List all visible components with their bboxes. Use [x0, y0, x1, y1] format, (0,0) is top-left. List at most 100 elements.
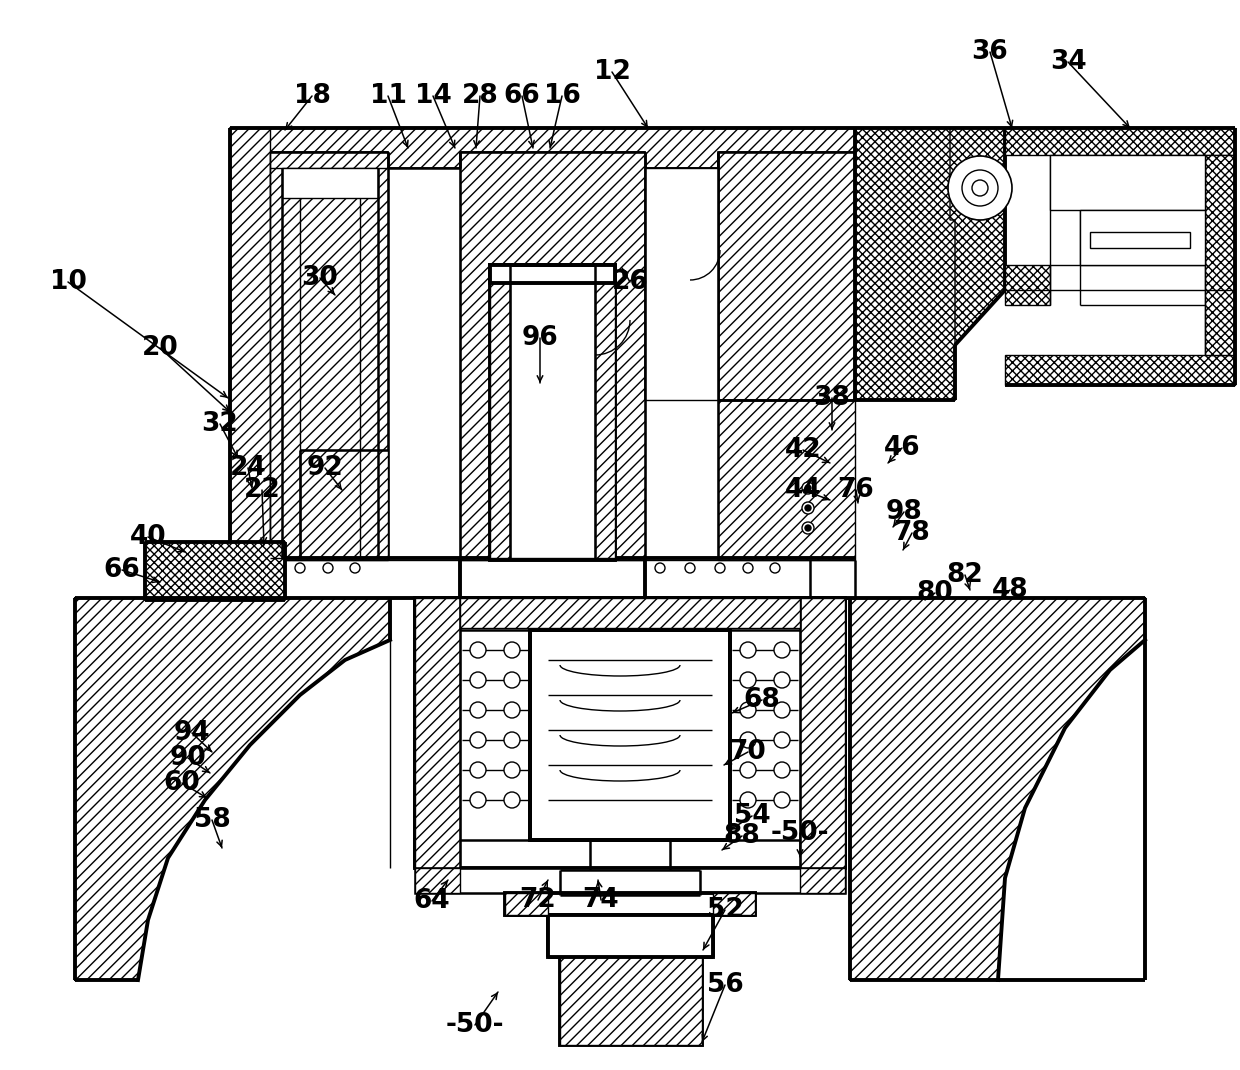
Circle shape	[972, 180, 988, 196]
Circle shape	[774, 702, 790, 718]
Polygon shape	[800, 868, 844, 893]
Circle shape	[503, 762, 520, 778]
Circle shape	[470, 642, 486, 658]
Bar	[645, 168, 718, 400]
Text: 26: 26	[611, 269, 649, 295]
Polygon shape	[950, 128, 1004, 345]
Circle shape	[774, 792, 790, 808]
Circle shape	[774, 762, 790, 778]
Circle shape	[350, 563, 360, 574]
Text: 32: 32	[202, 411, 238, 437]
Polygon shape	[1004, 265, 1050, 305]
Polygon shape	[505, 893, 548, 915]
Text: 54: 54	[734, 802, 770, 829]
Polygon shape	[560, 957, 702, 1045]
Circle shape	[503, 702, 520, 718]
Polygon shape	[1004, 355, 1235, 385]
Text: 24: 24	[229, 455, 267, 482]
Text: -50-: -50-	[445, 1012, 505, 1038]
Circle shape	[802, 482, 813, 494]
Bar	[415, 868, 844, 893]
Polygon shape	[229, 128, 270, 560]
Text: 28: 28	[461, 83, 498, 109]
Circle shape	[715, 563, 725, 574]
Text: 76: 76	[838, 477, 874, 503]
Polygon shape	[460, 598, 800, 628]
Bar	[1050, 155, 1205, 210]
Polygon shape	[718, 400, 856, 560]
Circle shape	[962, 170, 998, 207]
Text: 72: 72	[520, 887, 557, 913]
Text: 96: 96	[522, 325, 558, 351]
Text: 46: 46	[884, 435, 920, 461]
Polygon shape	[300, 450, 388, 557]
Text: 42: 42	[785, 437, 821, 463]
Text: 58: 58	[193, 807, 231, 834]
Bar	[1080, 210, 1205, 265]
Text: 52: 52	[707, 897, 743, 923]
Text: 60: 60	[164, 770, 201, 796]
Circle shape	[805, 505, 811, 511]
Circle shape	[740, 732, 756, 748]
Bar	[560, 957, 702, 1045]
Text: 74: 74	[583, 887, 619, 913]
Circle shape	[774, 672, 790, 688]
Text: 10: 10	[50, 269, 87, 295]
Text: 38: 38	[813, 385, 851, 411]
Bar	[529, 630, 730, 840]
Circle shape	[470, 792, 486, 808]
Polygon shape	[718, 152, 856, 400]
Circle shape	[740, 702, 756, 718]
Circle shape	[470, 702, 486, 718]
Polygon shape	[490, 265, 510, 557]
Text: 20: 20	[141, 335, 179, 361]
Bar	[281, 168, 378, 198]
Text: 80: 80	[916, 580, 954, 606]
Bar	[415, 598, 844, 868]
Text: 94: 94	[174, 720, 211, 746]
Polygon shape	[849, 598, 1145, 980]
Bar	[490, 265, 615, 282]
Polygon shape	[415, 868, 460, 893]
Text: 48: 48	[992, 577, 1028, 603]
Circle shape	[802, 502, 813, 514]
Polygon shape	[415, 598, 460, 868]
Polygon shape	[460, 152, 645, 560]
Bar	[548, 915, 713, 957]
Circle shape	[802, 522, 813, 534]
Circle shape	[774, 732, 790, 748]
Polygon shape	[270, 152, 388, 560]
Polygon shape	[856, 128, 1004, 400]
Circle shape	[470, 732, 486, 748]
Circle shape	[503, 792, 520, 808]
Text: 12: 12	[594, 59, 630, 85]
Polygon shape	[74, 598, 391, 980]
Polygon shape	[800, 598, 844, 868]
Bar	[490, 265, 615, 560]
Circle shape	[470, 762, 486, 778]
Text: 14: 14	[414, 83, 451, 109]
Circle shape	[949, 156, 1012, 220]
Polygon shape	[229, 128, 856, 168]
Circle shape	[770, 563, 780, 574]
Bar	[1090, 232, 1190, 248]
Circle shape	[740, 672, 756, 688]
Text: 98: 98	[885, 499, 923, 525]
Text: 18: 18	[294, 83, 330, 109]
Text: 68: 68	[744, 687, 780, 713]
Text: 44: 44	[785, 477, 821, 503]
Polygon shape	[713, 893, 755, 915]
Text: 56: 56	[707, 972, 743, 998]
Text: 11: 11	[370, 83, 407, 109]
Circle shape	[684, 563, 694, 574]
Circle shape	[805, 525, 811, 531]
Circle shape	[503, 732, 520, 748]
Circle shape	[805, 485, 811, 491]
Text: 34: 34	[1050, 49, 1086, 75]
Circle shape	[740, 792, 756, 808]
Circle shape	[503, 642, 520, 658]
Circle shape	[743, 563, 753, 574]
Circle shape	[740, 762, 756, 778]
Text: 64: 64	[414, 888, 450, 914]
Circle shape	[740, 642, 756, 658]
